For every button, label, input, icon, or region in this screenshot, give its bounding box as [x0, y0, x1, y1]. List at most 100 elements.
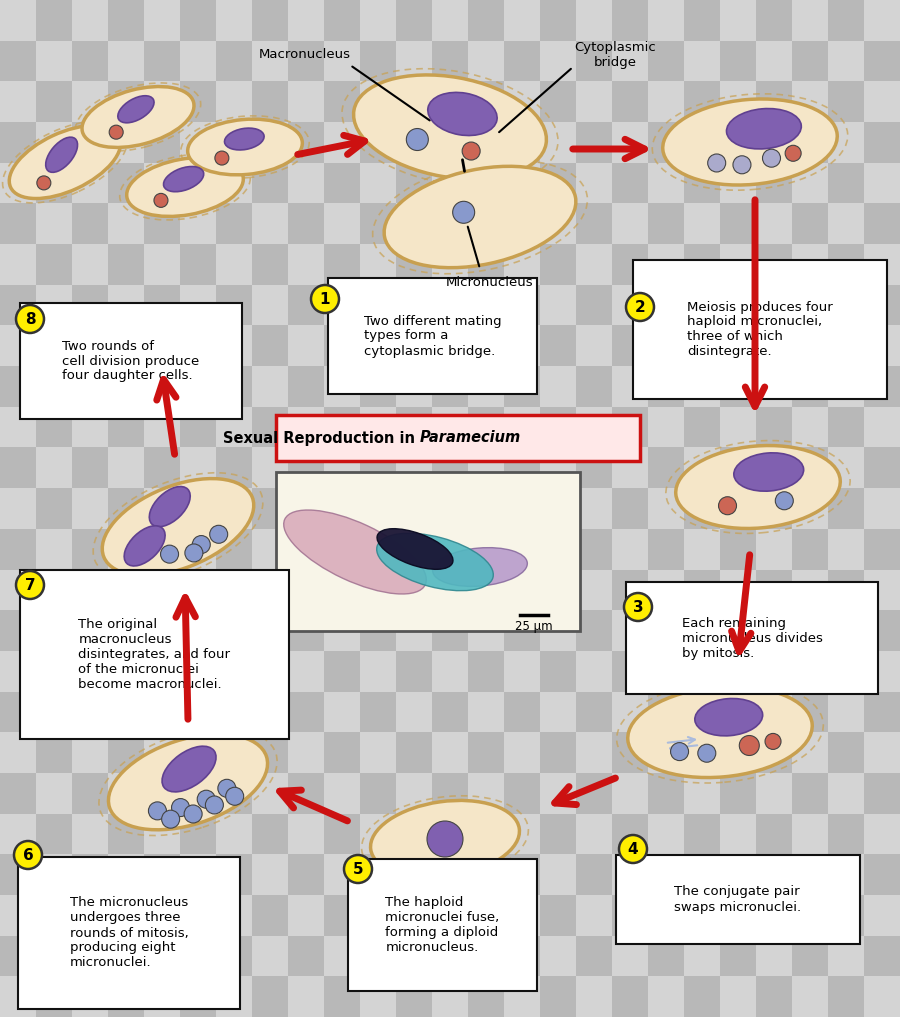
- Bar: [360, 570, 396, 610]
- FancyBboxPatch shape: [276, 472, 580, 631]
- Bar: [468, 570, 504, 610]
- Bar: [72, 814, 108, 854]
- Bar: [864, 692, 900, 732]
- Bar: [792, 325, 828, 366]
- Bar: [432, 366, 468, 407]
- Bar: [576, 488, 612, 529]
- Bar: [252, 976, 288, 1017]
- Bar: [504, 366, 540, 407]
- Bar: [504, 407, 540, 447]
- Bar: [504, 732, 540, 773]
- Circle shape: [210, 526, 228, 543]
- Bar: [504, 447, 540, 488]
- Bar: [108, 163, 144, 203]
- Bar: [324, 976, 360, 1017]
- Bar: [288, 41, 324, 81]
- Bar: [72, 203, 108, 244]
- Text: 25 μm: 25 μm: [515, 620, 553, 633]
- Bar: [144, 244, 180, 285]
- Bar: [252, 651, 288, 692]
- Bar: [756, 936, 792, 976]
- Bar: [432, 570, 468, 610]
- Bar: [0, 366, 36, 407]
- Bar: [360, 732, 396, 773]
- Bar: [648, 163, 684, 203]
- Bar: [288, 163, 324, 203]
- Bar: [432, 285, 468, 325]
- Bar: [612, 0, 648, 41]
- Bar: [792, 936, 828, 976]
- Bar: [720, 122, 756, 163]
- Bar: [396, 854, 432, 895]
- Bar: [108, 41, 144, 81]
- Bar: [396, 895, 432, 936]
- Bar: [324, 81, 360, 122]
- Bar: [612, 895, 648, 936]
- Bar: [360, 81, 396, 122]
- Circle shape: [775, 492, 793, 510]
- Bar: [792, 285, 828, 325]
- Bar: [36, 447, 72, 488]
- Bar: [792, 570, 828, 610]
- Bar: [540, 732, 576, 773]
- FancyBboxPatch shape: [348, 859, 537, 991]
- Text: 6: 6: [22, 847, 33, 862]
- Bar: [756, 244, 792, 285]
- Bar: [468, 976, 504, 1017]
- Bar: [36, 936, 72, 976]
- Bar: [468, 936, 504, 976]
- Bar: [792, 203, 828, 244]
- Circle shape: [453, 201, 474, 224]
- Bar: [108, 244, 144, 285]
- Bar: [288, 529, 324, 570]
- Bar: [396, 488, 432, 529]
- Bar: [684, 488, 720, 529]
- Bar: [396, 814, 432, 854]
- Bar: [720, 773, 756, 814]
- Bar: [720, 854, 756, 895]
- Bar: [684, 407, 720, 447]
- Bar: [684, 81, 720, 122]
- Bar: [864, 976, 900, 1017]
- Bar: [756, 529, 792, 570]
- Bar: [684, 692, 720, 732]
- Ellipse shape: [371, 800, 519, 878]
- Bar: [432, 41, 468, 81]
- Bar: [504, 814, 540, 854]
- Bar: [612, 732, 648, 773]
- Bar: [432, 122, 468, 163]
- Bar: [288, 366, 324, 407]
- Circle shape: [344, 855, 372, 883]
- Bar: [828, 529, 864, 570]
- Bar: [792, 81, 828, 122]
- FancyBboxPatch shape: [276, 415, 640, 461]
- Bar: [252, 570, 288, 610]
- Bar: [432, 529, 468, 570]
- Bar: [36, 41, 72, 81]
- Bar: [648, 895, 684, 936]
- Bar: [576, 0, 612, 41]
- Bar: [504, 285, 540, 325]
- Bar: [540, 488, 576, 529]
- Bar: [36, 122, 72, 163]
- Bar: [72, 41, 108, 81]
- Bar: [576, 895, 612, 936]
- Bar: [396, 81, 432, 122]
- Bar: [0, 814, 36, 854]
- Bar: [0, 610, 36, 651]
- Bar: [504, 936, 540, 976]
- Bar: [432, 692, 468, 732]
- Bar: [792, 447, 828, 488]
- Bar: [180, 651, 216, 692]
- Bar: [396, 285, 432, 325]
- Bar: [252, 407, 288, 447]
- Bar: [252, 732, 288, 773]
- Bar: [504, 976, 540, 1017]
- Bar: [324, 529, 360, 570]
- Bar: [36, 570, 72, 610]
- Bar: [504, 122, 540, 163]
- Bar: [36, 0, 72, 41]
- Text: 2: 2: [634, 299, 645, 314]
- Bar: [792, 488, 828, 529]
- Circle shape: [184, 544, 202, 562]
